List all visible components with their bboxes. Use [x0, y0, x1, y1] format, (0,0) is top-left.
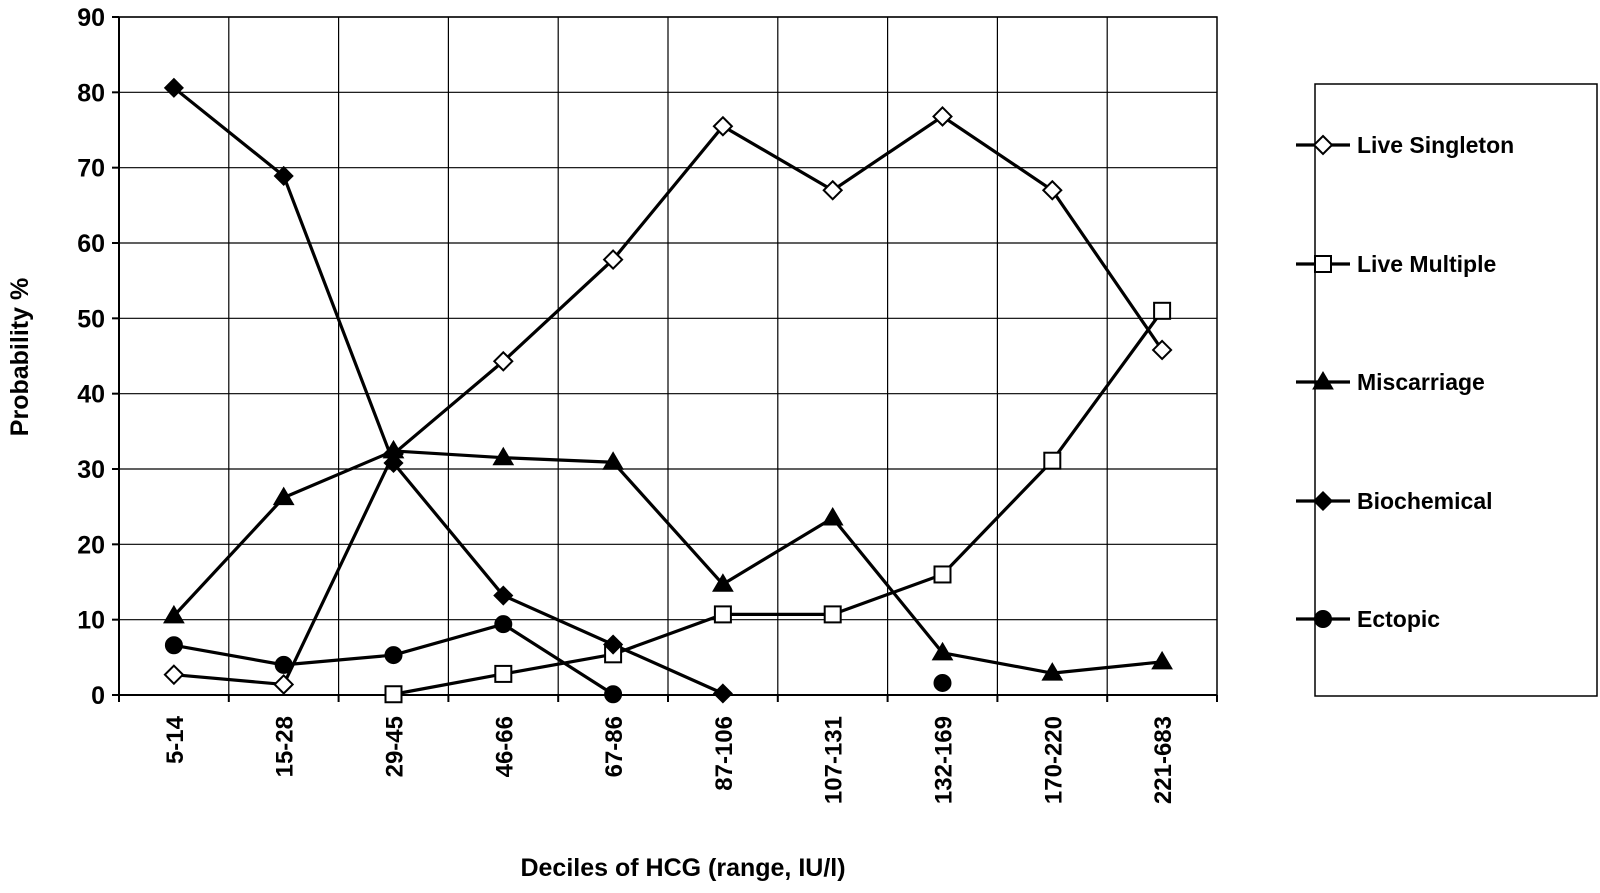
- data-point-live-multiple: [933, 565, 952, 584]
- series-line-biochemical: [172, 86, 724, 695]
- data-point-miscarriage: [821, 506, 844, 526]
- data-point-live-singleton: [932, 106, 953, 127]
- legend-label-live-singleton: Live Singleton: [1357, 132, 1514, 158]
- points-miscarriage: [163, 439, 1173, 681]
- x-tick-label: 107-131: [821, 716, 848, 804]
- data-point-ectopic: [384, 646, 403, 665]
- data-point-live-multiple: [494, 664, 513, 683]
- series-line-miscarriage: [172, 449, 1163, 675]
- data-point-biochemical: [383, 452, 404, 474]
- data-point-ectopic: [164, 636, 183, 655]
- y-tick-label: 20: [77, 531, 105, 559]
- y-tick-label: 70: [77, 155, 105, 183]
- y-tick-label: 10: [77, 607, 105, 635]
- points-ectopic: [164, 615, 952, 704]
- legend-marker-ectopic: [1314, 610, 1332, 628]
- x-tick-label: 46-66: [491, 716, 518, 777]
- x-tick-label: 29-45: [382, 716, 409, 777]
- data-point-live-singleton: [1151, 339, 1173, 361]
- legend: Live Singleton Live Multiple Miscarriage Bi…: [1296, 83, 1598, 697]
- data-point-live-multiple: [1043, 451, 1062, 470]
- y-tick-label: 60: [77, 230, 105, 258]
- legend-label-ectopic: Ectopic: [1357, 606, 1440, 632]
- y-tick-label: 50: [77, 305, 105, 333]
- data-point-live-multiple: [823, 605, 842, 624]
- y-tick-labels: 0 10 20 30 40 50 60 70 80 90: [77, 4, 105, 710]
- data-point-ectopic: [494, 615, 513, 634]
- legend-marker-live-singleton: [1312, 134, 1334, 156]
- data-point-miscarriage: [163, 604, 185, 624]
- data-point-miscarriage: [712, 573, 734, 592]
- y-tick-label: 90: [77, 4, 105, 32]
- legend-item-ectopic: Ectopic: [1296, 606, 1440, 632]
- legend-items: Live Singleton Live Multiple Miscarriage Bi…: [1296, 132, 1514, 632]
- data-point-ectopic: [604, 685, 623, 704]
- x-tick-label: 15-28: [272, 716, 299, 777]
- legend-item-live-multiple: Live Multiple: [1296, 251, 1496, 277]
- data-point-live-singleton: [712, 115, 734, 137]
- y-axis-title: Probability %: [6, 278, 34, 436]
- x-tick-label: 132-169: [931, 716, 958, 804]
- x-tick-label: 87-106: [711, 716, 738, 791]
- data-point-biochemical: [273, 165, 294, 187]
- data-point-live-singleton: [163, 664, 185, 686]
- axes: [112, 16, 1218, 702]
- data-point-miscarriage: [931, 641, 954, 661]
- data-point-live-multiple: [1153, 301, 1172, 320]
- series-biochemical: [172, 86, 724, 695]
- data-point-live-singleton: [822, 179, 844, 201]
- series-live-singleton: [173, 114, 1164, 687]
- data-point-miscarriage: [1151, 650, 1173, 670]
- series-layer: [163, 77, 1173, 704]
- x-tick-labels: 5-14 15-28 29-45 46-66 67-86 87-106 107-131 132…: [162, 715, 1177, 804]
- y-tick-label: 30: [77, 456, 105, 484]
- legend-item-live-singleton: Live Singleton: [1296, 132, 1514, 158]
- series-line-live-multiple: [393, 309, 1164, 696]
- x-tick-label: 5-14: [162, 715, 189, 764]
- data-point-live-singleton: [273, 674, 295, 695]
- x-tick-label: 170-220: [1040, 716, 1067, 804]
- y-tick-label: 0: [91, 682, 105, 710]
- x-tick-label: 221-683: [1150, 716, 1177, 804]
- data-point-biochemical: [712, 683, 733, 704]
- legend-item-miscarriage: Miscarriage: [1296, 369, 1485, 395]
- y-tick-label: 80: [77, 79, 105, 107]
- series-live-multiple: [393, 309, 1164, 696]
- data-point-ectopic: [274, 655, 293, 674]
- data-point-ectopic: [933, 673, 952, 692]
- legend-marker-miscarriage: [1312, 371, 1334, 390]
- data-point-biochemical: [493, 585, 514, 606]
- data-point-miscarriage: [492, 446, 515, 466]
- legend-frame: [1314, 83, 1598, 697]
- points-live-multiple: [384, 301, 1172, 704]
- data-point-live-singleton: [1041, 179, 1063, 201]
- legend-marker-live-multiple: [1314, 255, 1332, 273]
- data-point-live-singleton: [602, 249, 624, 270]
- data-point-miscarriage: [272, 486, 295, 506]
- y-tick-label: 40: [77, 381, 105, 409]
- legend-label-miscarriage: Miscarriage: [1357, 369, 1485, 395]
- points-biochemical: [163, 77, 733, 704]
- data-point-live-singleton: [492, 350, 514, 372]
- legend-item-biochemical: Biochemical: [1296, 488, 1493, 514]
- series-miscarriage: [172, 449, 1163, 675]
- legend-marker-biochemical: [1312, 490, 1334, 512]
- data-point-live-multiple: [713, 605, 732, 624]
- gridlines: [119, 16, 1217, 695]
- legend-label-biochemical: Biochemical: [1357, 488, 1493, 514]
- legend-label-live-multiple: Live Multiple: [1357, 251, 1496, 277]
- x-tick-label: 67-86: [601, 716, 628, 777]
- x-axis-title: Deciles of HCG (range, IU/l): [520, 854, 845, 882]
- data-point-miscarriage: [1041, 662, 1064, 681]
- data-point-biochemical: [163, 77, 184, 98]
- data-point-biochemical: [603, 634, 624, 655]
- points-live-singleton: [163, 106, 1173, 695]
- data-point-miscarriage: [602, 451, 624, 470]
- data-point-live-multiple: [384, 685, 403, 704]
- series-line-live-singleton: [173, 114, 1164, 687]
